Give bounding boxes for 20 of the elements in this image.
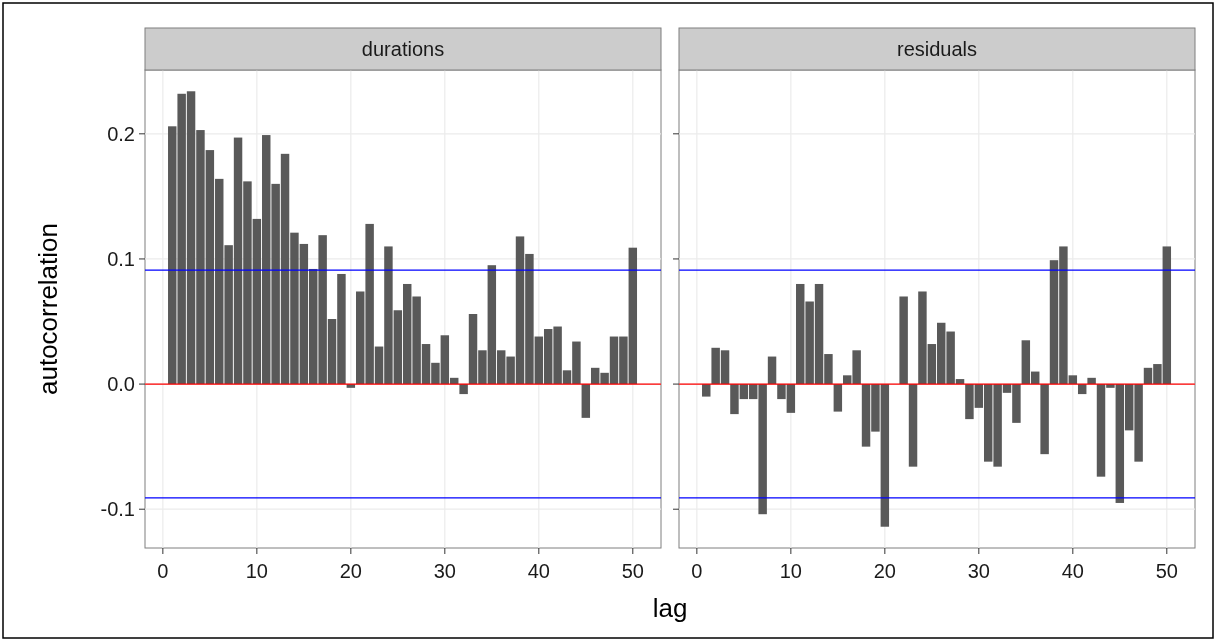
x-tick-label: 10 [779, 560, 802, 582]
chart-title: residuals [896, 38, 978, 60]
x-tick-label: 20 [873, 560, 896, 582]
y-tick-label: 0.2 [107, 122, 135, 145]
y-axis-title: autocorrelation [33, 223, 63, 395]
x-tick-label: 30 [967, 560, 990, 582]
x-tick-label: 30 [433, 560, 456, 582]
x-tick-label: 0 [691, 560, 703, 582]
y-tick-label: -0.1 [100, 498, 135, 521]
x-tick-label: 50 [621, 560, 644, 582]
x-tick-label: 10 [245, 560, 268, 582]
chart-title: durations [361, 38, 445, 60]
x-tick-label: 0 [157, 560, 169, 582]
y-tick-label: 0.0 [107, 373, 135, 396]
x-tick-label: 50 [1155, 560, 1178, 582]
y-tick-label: 0.1 [107, 247, 135, 270]
x-tick-label: 40 [527, 560, 550, 582]
x-tick-label: 40 [1061, 560, 1084, 582]
x-tick-label: 20 [339, 560, 362, 582]
x-axis-title: lag [652, 593, 688, 623]
